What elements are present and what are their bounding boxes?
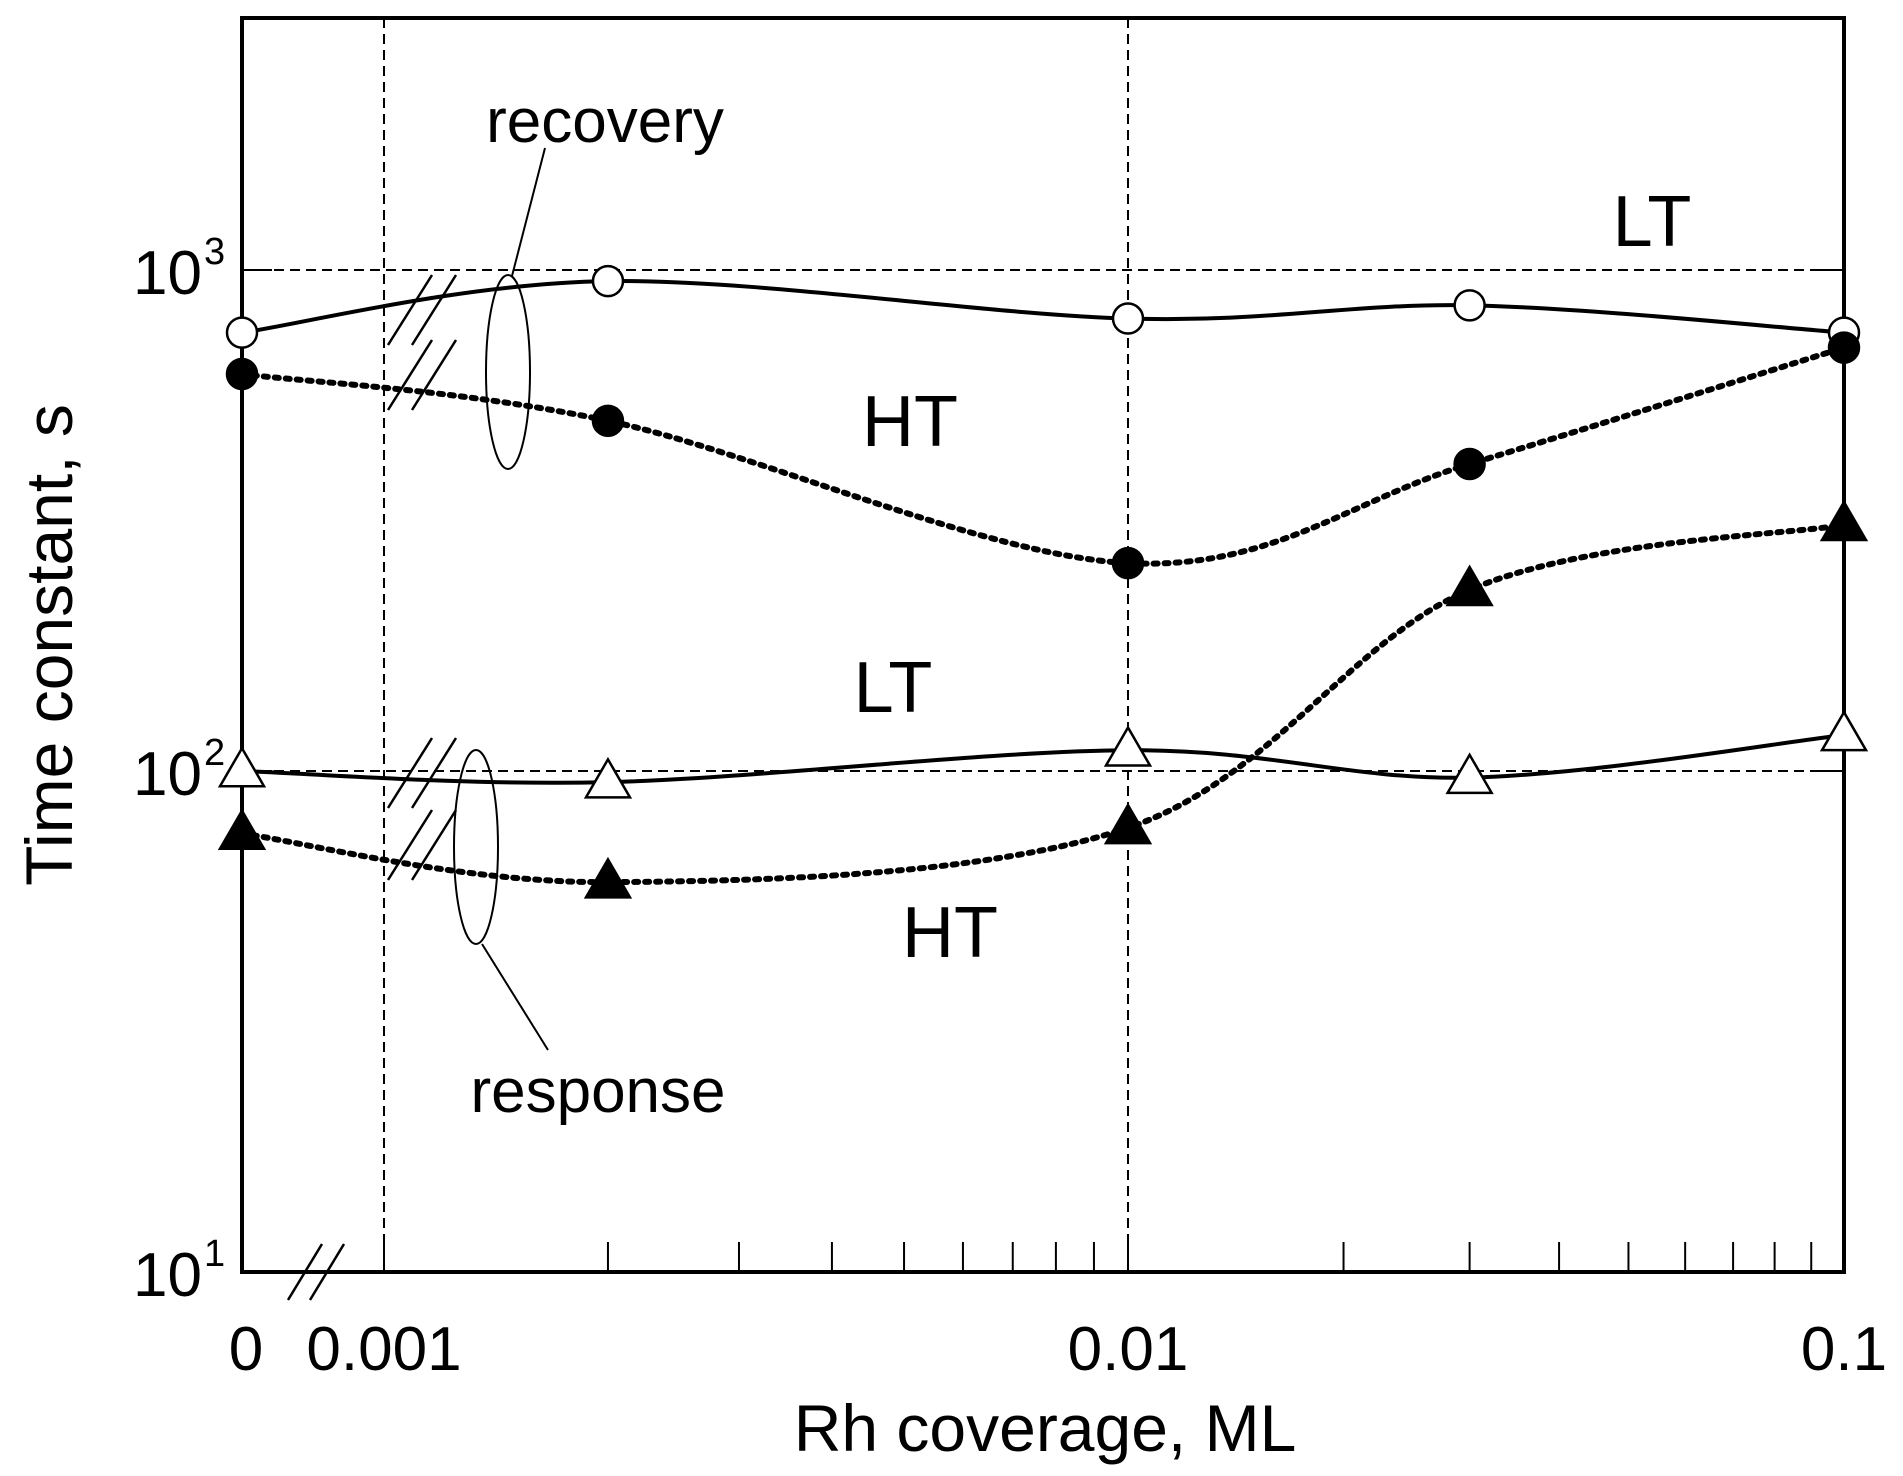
marker-response-HT-2	[1103, 802, 1153, 845]
x-axis-break-marks	[286, 1243, 346, 1301]
marker-recovery-HT-1	[591, 404, 625, 438]
break-mark-recovery-upper-1	[386, 274, 434, 346]
plot-frame	[240, 16, 1846, 1274]
y-tick-label-base: 10	[133, 239, 202, 308]
axis-ticks	[242, 269, 1845, 1273]
break-mark-recovery-lower-2	[410, 339, 458, 411]
recovery-ellipse	[485, 274, 531, 470]
break-mark-recovery-lower-1	[386, 339, 434, 411]
break-mark-recovery-upper-2	[410, 274, 458, 346]
y-tick-label-base: 10	[133, 740, 202, 809]
marker-response-LT-0	[217, 745, 267, 788]
x-axis-break-mark	[286, 1243, 324, 1301]
recovery-leader-line	[511, 147, 546, 277]
marker-recovery-HT-3	[1453, 447, 1486, 481]
recovery-label: recovery	[486, 87, 724, 156]
response-label: response	[470, 1057, 725, 1126]
series-break-marks	[386, 274, 458, 881]
break-mark-response-lower-1	[386, 809, 434, 881]
marker-recovery-LT-1	[591, 264, 625, 298]
x-tick-label: 0.001	[306, 1315, 461, 1384]
y-tick-label-exponent: 1	[204, 1233, 225, 1275]
series-line-recovery-LT	[241, 279, 1845, 335]
y-tick-label-base: 10	[133, 1241, 202, 1310]
series-markers	[217, 264, 1869, 899]
marker-response-LT-1	[583, 756, 633, 799]
marker-recovery-LT-3	[1453, 289, 1486, 322]
response-ellipse	[453, 749, 499, 945]
group-ellipses	[453, 147, 549, 1051]
marker-response-LT-3	[1445, 752, 1494, 795]
x-axis-title: Rh coverage, ML	[794, 1391, 1297, 1465]
marker-response-HT-3	[1445, 564, 1494, 607]
x-axis-break-mark	[308, 1243, 346, 1301]
break-mark-response-upper-2	[410, 737, 458, 809]
x-tick-label: 0.1	[1801, 1315, 1887, 1384]
y-tick-label-exponent: 2	[204, 732, 225, 774]
marker-recovery-LT-0	[225, 316, 259, 349]
marker-recovery-HT-4	[1827, 331, 1861, 364]
response-leader-line	[481, 943, 549, 1051]
marker-recovery-HT-2	[1111, 546, 1145, 580]
response-lt-label: LT	[854, 648, 933, 728]
x-tick-label: 0	[229, 1315, 263, 1384]
marker-response-HT-4	[1819, 499, 1869, 542]
response-ht-label: HT	[902, 893, 998, 973]
marker-recovery-LT-2	[1111, 302, 1145, 335]
break-mark-response-lower-2	[410, 809, 458, 881]
marker-response-LT-4	[1819, 709, 1869, 752]
series-line-recovery-HT	[239, 344, 1847, 567]
break-mark-response-upper-1	[386, 737, 434, 809]
recovery-ht-label: HT	[862, 382, 958, 462]
y-axis-title: Time constant, s	[12, 404, 86, 886]
marker-response-HT-0	[217, 808, 267, 851]
recovery-lt-label: LT	[1613, 182, 1692, 262]
marker-response-HT-1	[583, 856, 633, 899]
marker-recovery-HT-0	[225, 357, 259, 391]
series-line-response-LT	[241, 732, 1845, 785]
x-tick-label: 0.01	[1068, 1315, 1189, 1384]
y-tick-label-exponent: 3	[204, 231, 225, 273]
marker-response-LT-2	[1103, 724, 1153, 767]
